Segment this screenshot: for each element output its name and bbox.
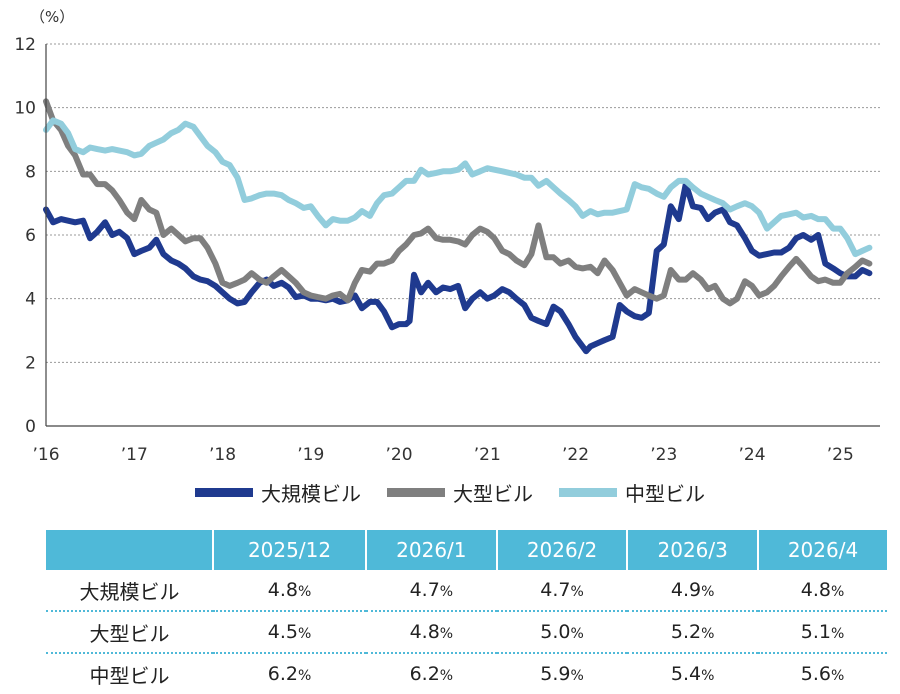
x-tick-label: ’19 [297,445,324,465]
x-tick-label: ’24 [739,445,766,465]
x-tick-label: ’25 [827,445,854,465]
x-tick-label: ’23 [650,445,677,465]
y-tick-label: 4 [25,290,36,310]
table-col-header: 2026/1 [365,530,497,570]
vacancy-rate-line-chart: （%） 0 2 4 6 8 10 12 ’16 ’17 ’18 ’19 ’20 ’21 ’22 ’23 ’2… [14,8,880,465]
table-cell: 6.2% [267,663,312,685]
table-cell: 4.8% [213,570,367,612]
table-col-header: 2025/12 [211,530,367,570]
chart-legend: 大規模ビル 大型ビル 中型ビル [0,478,900,507]
gridlines [46,43,880,363]
table-row-label: 大規模ビル [46,570,213,612]
y-tick-label: 12 [14,35,36,55]
legend-swatch-large [387,488,445,497]
x-tick-label: ’22 [562,445,589,465]
y-tick-label: 10 [14,99,36,119]
table-cell: 5.1% [758,611,887,654]
y-tick-label: 8 [25,162,36,182]
series-line-0 [43,181,873,355]
legend-label-large-scale: 大規模ビル [261,482,361,506]
table-row: 中型ビル 6.2% 6.2% 5.9% 5.4% 5.6% [46,653,887,694]
table-row: 大規模ビル 4.8% 4.7% 4.7% 4.9% 4.8% [46,570,887,612]
table-cell: 5.4% [670,663,715,685]
legend-swatch-medium [559,488,617,497]
legend-label-medium: 中型ビル [625,482,705,506]
table-cell: 4.9% [627,570,759,612]
table-cell: 4.5% [213,611,367,654]
table-cell: 4.7% [366,570,497,612]
x-tick-label: ’20 [385,445,412,465]
table-header-row: 2025/12 2026/1 2026/2 2026/3 2026/4 [46,530,887,570]
x-tick-label: ’21 [474,445,501,465]
table-col-header: 2026/2 [495,530,628,570]
table-cell: 4.8% [758,570,887,612]
series-lines [43,98,873,355]
y-tick-label: 2 [25,353,36,373]
table-row: 大型ビル 4.5% 4.8% 5.0% 5.2% 5.1% [46,611,887,654]
table-row-label: 中型ビル [89,663,170,688]
vacancy-rate-table: 2025/12 2026/1 2026/2 2026/3 2026/4 大規模ビ… [46,530,887,694]
y-tick-label: 0 [25,417,36,437]
x-tick-label: ’17 [121,445,148,465]
y-axis-ticks: 0 2 4 6 8 10 12 [14,35,36,437]
table-cell: 5.9% [540,663,584,685]
table-cell: 4.8% [366,611,497,654]
table-cell: 4.7% [496,570,628,612]
y-axis-unit-label: （%） [30,8,74,26]
table-cell: 5.2% [627,611,759,654]
table-cell: 5.6% [800,663,845,685]
legend-swatch-large-scale [195,488,253,497]
x-axis-ticks: ’16 ’17 ’18 ’19 ’20 ’21 ’22 ’23 ’24 ’25 [32,445,853,465]
x-tick-label: ’18 [209,445,236,465]
series-line-1 [43,98,873,307]
legend-item-large: 大型ビル [387,478,533,507]
table-cell: 6.2% [409,663,454,685]
table-cell: 5.0% [496,611,628,654]
table-row-label: 大型ビル [46,611,213,654]
table-col-header: 2026/3 [626,530,759,570]
legend-item-medium: 中型ビル [559,478,705,507]
legend-item-large-scale: 大規模ビル [195,478,361,507]
series-line-2 [43,117,873,258]
y-tick-label: 6 [25,226,36,246]
x-tick-label: ’16 [32,445,59,465]
table-corner-cell [46,530,213,570]
legend-label-large: 大型ビル [453,482,533,506]
table-col-header: 2026/4 [757,530,887,570]
